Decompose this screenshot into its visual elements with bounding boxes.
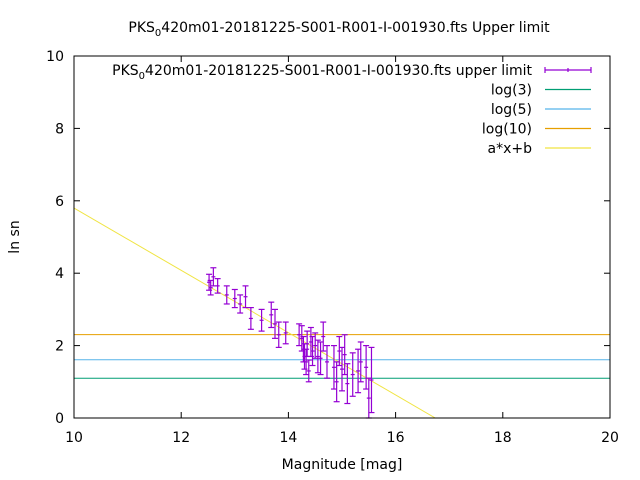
data-point bbox=[275, 321, 282, 349]
data-point bbox=[207, 279, 214, 296]
legend: PKS0420m01-20181225-S001-R001-I-001930.f… bbox=[112, 63, 592, 157]
data-point bbox=[314, 339, 321, 374]
data-point bbox=[282, 321, 289, 345]
legend-label: log(10) bbox=[482, 122, 532, 138]
fit-line-group bbox=[74, 207, 436, 418]
data-point bbox=[368, 346, 375, 414]
chart-title: PKS0420m01-20181225-S001-R001-I-001930.f… bbox=[128, 20, 550, 39]
data-point bbox=[357, 341, 364, 383]
x-tick-label: 12 bbox=[172, 430, 190, 446]
data-point bbox=[339, 346, 345, 392]
data-point bbox=[349, 352, 356, 397]
y-tick-label: 8 bbox=[55, 121, 64, 137]
y-tick-label: 10 bbox=[46, 49, 64, 65]
data-point bbox=[247, 306, 254, 330]
data-point bbox=[317, 341, 324, 376]
data-point bbox=[363, 345, 370, 390]
y-axis-label: ln sn bbox=[7, 220, 23, 253]
legend-item: log(10) bbox=[482, 122, 591, 138]
legend-label: log(5) bbox=[491, 102, 532, 118]
chart-title-subscript: 0 bbox=[155, 28, 161, 39]
x-tick-label: 14 bbox=[279, 430, 297, 446]
data-point bbox=[303, 348, 310, 376]
plot-frame bbox=[73, 55, 611, 419]
data-point bbox=[355, 348, 362, 394]
y-tick-label: 2 bbox=[55, 339, 64, 355]
data-point bbox=[309, 335, 316, 367]
y-tick-label: 0 bbox=[55, 411, 64, 427]
axis-ticks: 10 12 14 16 18 20 0 2 4 6 8 10 bbox=[46, 49, 619, 446]
x-tick-label: 16 bbox=[387, 430, 405, 446]
data-point bbox=[258, 308, 265, 332]
plot-clip-group bbox=[74, 207, 610, 419]
data-point bbox=[237, 294, 244, 314]
legend-item: PKS0420m01-20181225-S001-R001-I-001930.f… bbox=[112, 63, 592, 82]
data-point bbox=[272, 308, 278, 339]
legend-label: PKS0420m01-20181225-S001-R001-I-001930.f… bbox=[112, 63, 532, 82]
x-tick-label: 10 bbox=[65, 430, 83, 446]
data-point bbox=[296, 323, 303, 347]
data-point bbox=[336, 335, 343, 367]
y-tick-label: 6 bbox=[55, 194, 64, 210]
data-point bbox=[323, 345, 330, 379]
data-point bbox=[210, 267, 217, 287]
data-point bbox=[320, 321, 327, 352]
x-axis-label: Magnitude [mag] bbox=[282, 457, 403, 473]
legend-label: log(3) bbox=[491, 83, 532, 99]
data-point bbox=[223, 285, 230, 305]
data-point bbox=[305, 359, 312, 383]
legend-label: a*x+b bbox=[488, 141, 533, 157]
data-point bbox=[330, 345, 337, 390]
data-point bbox=[268, 301, 275, 329]
data-point bbox=[333, 361, 340, 403]
data-point bbox=[344, 363, 351, 405]
data-point bbox=[214, 278, 221, 294]
data-point bbox=[341, 334, 348, 376]
data-point bbox=[242, 285, 249, 309]
data-points bbox=[206, 267, 375, 419]
fit-line bbox=[74, 207, 436, 418]
data-point bbox=[312, 332, 319, 359]
legend-item: a*x+b bbox=[488, 141, 591, 157]
legend-item: log(3) bbox=[491, 83, 591, 99]
y-tick-label: 4 bbox=[55, 266, 64, 282]
legend-item: log(5) bbox=[491, 102, 591, 118]
x-tick-label: 18 bbox=[494, 430, 512, 446]
x-tick-label: 20 bbox=[601, 430, 619, 446]
data-point bbox=[231, 288, 238, 309]
